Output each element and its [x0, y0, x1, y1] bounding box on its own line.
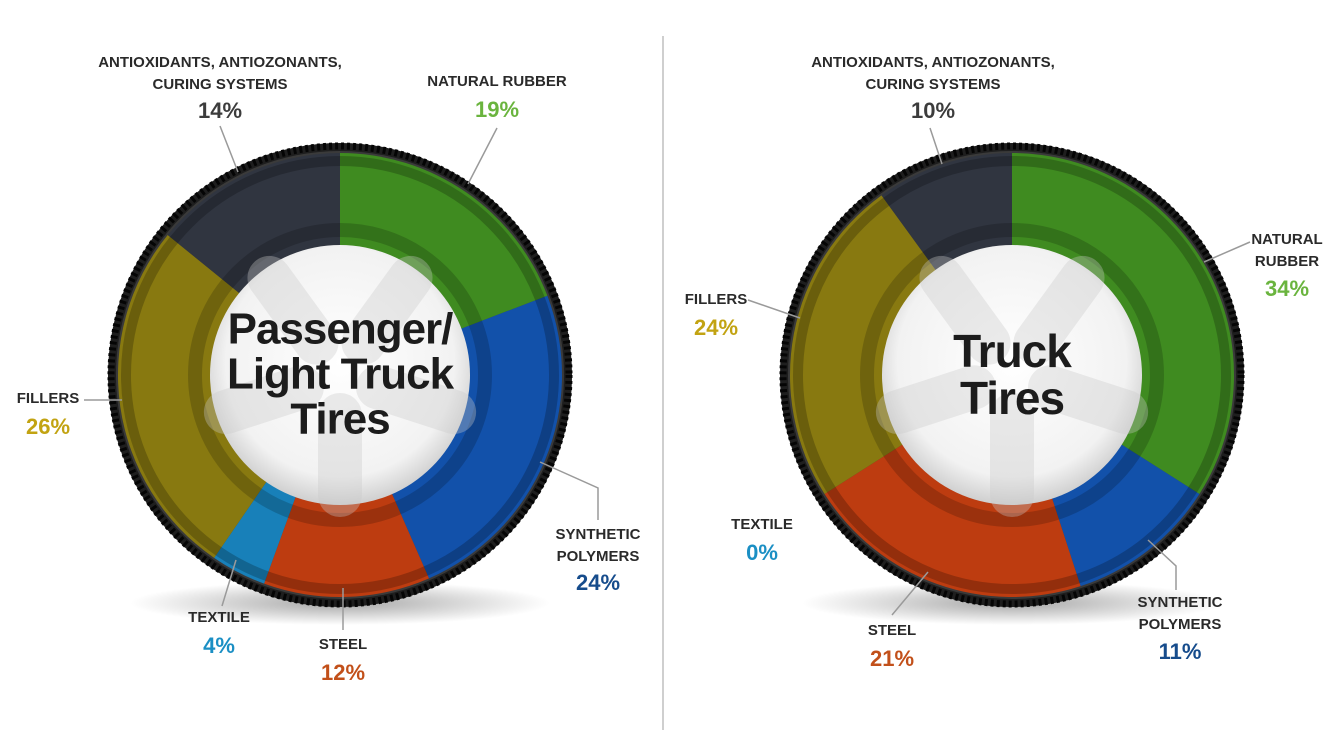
ring-shade: [793, 156, 1231, 594]
value-label: 11%: [1158, 639, 1202, 664]
slice: [167, 153, 340, 295]
slice: [824, 443, 1081, 597]
leader-line: [539, 461, 599, 520]
slice-label: NATURAL RUBBER: [427, 73, 567, 90]
value-label: 14%: [197, 98, 243, 123]
slice-label: ANTIOXIDANTS, ANTIOZONANTS, CURING SYSTE…: [811, 54, 1055, 93]
leader-line: [467, 127, 498, 185]
hub-spoke: [919, 255, 1011, 365]
hub: [882, 245, 1142, 505]
value-label: 24%: [693, 315, 739, 340]
hub-spoke: [1028, 365, 1149, 435]
slice: [789, 195, 937, 494]
value-label: 26%: [25, 414, 71, 439]
leader-line: [929, 127, 943, 165]
center-title: Truck Tires: [953, 325, 1072, 424]
center-title: Passenger/ Light Truck Tires: [226, 304, 454, 444]
tire-tread: [107, 142, 573, 608]
leader-line: [1147, 539, 1177, 590]
slice-label: TEXTILE: [188, 609, 250, 626]
leader-line: [891, 571, 929, 616]
slice: [214, 480, 297, 584]
value-label: 21%: [869, 646, 915, 671]
slice: [340, 153, 548, 330]
slice-label: ANTIOXIDANTS, ANTIOZONANTS, CURING SYSTE…: [98, 54, 342, 93]
ring-shade: [860, 223, 1164, 527]
slice: [117, 235, 268, 558]
slice-label: FILLERS: [684, 291, 748, 308]
slice: [264, 492, 430, 597]
hub-spoke: [247, 255, 339, 365]
value-label: 4%: [203, 633, 235, 658]
slice-label: NATURAL RUBBER: [1251, 231, 1323, 270]
slice-label: SYNTHETIC POLYMERS: [1137, 594, 1223, 633]
hub-spoke: [203, 365, 324, 435]
value-label: 10%: [910, 98, 956, 123]
ring-shade: [188, 223, 492, 527]
slice-label: SYNTHETIC POLYMERS: [555, 526, 641, 565]
hub: [210, 245, 470, 505]
value-label: 19%: [474, 97, 520, 122]
hub-spoke: [875, 365, 996, 435]
value-label: 0%: [746, 540, 778, 565]
hub-spoke: [1013, 255, 1105, 365]
slice: [881, 153, 1012, 272]
tire-tread: [779, 142, 1245, 608]
value-label: 34%: [1264, 276, 1310, 301]
leader-line: [221, 559, 237, 607]
hub-spoke: [356, 365, 477, 435]
leader-line: [1203, 241, 1251, 263]
leader-line: [747, 299, 801, 319]
slice-label: TEXTILE: [731, 516, 793, 533]
slice-label: STEEL: [318, 636, 368, 653]
slice-label: STEEL: [867, 622, 917, 639]
value-label: 24%: [575, 570, 621, 595]
hub-spoke: [341, 255, 433, 365]
slice: [1012, 153, 1235, 494]
slice-label: FILLERS: [16, 390, 80, 407]
value-label: 12%: [320, 660, 366, 685]
leader-line: [219, 125, 239, 173]
ring-shade: [121, 156, 559, 594]
slice: [391, 295, 562, 579]
